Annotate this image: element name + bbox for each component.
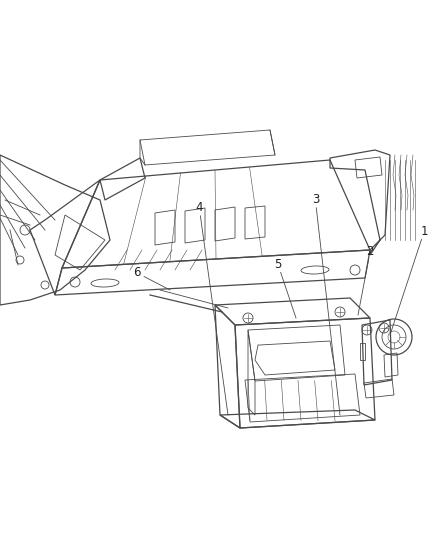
Text: 4: 4: [195, 201, 203, 214]
Text: 5: 5: [275, 259, 282, 271]
Text: 3: 3: [312, 193, 319, 206]
Text: 1: 1: [420, 225, 428, 238]
Text: 6: 6: [133, 266, 141, 279]
Text: 2: 2: [366, 245, 374, 258]
